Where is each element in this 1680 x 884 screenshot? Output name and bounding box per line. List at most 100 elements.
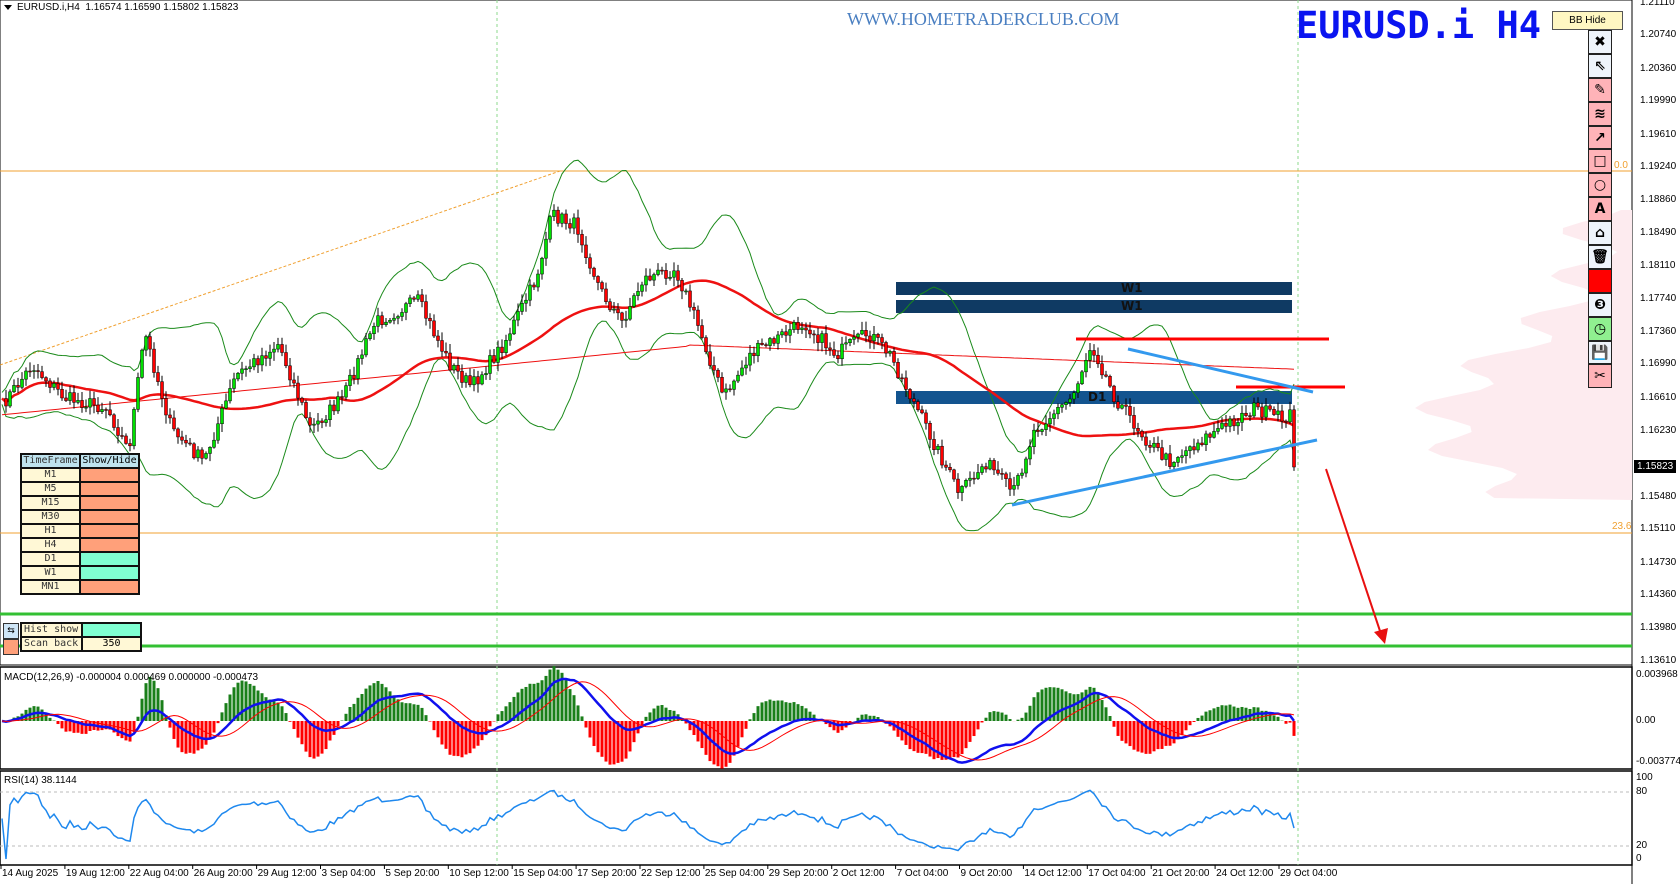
macd-histogram-bar (84, 721, 88, 734)
rsi-panel (0, 770, 1633, 866)
scan-back-input[interactable]: 350 (81, 636, 142, 652)
price-axis-label: 1.13980 (1640, 622, 1677, 634)
scan-settings-table: Hist show Scan back 350 (20, 622, 142, 652)
cursor-tool-button[interactable]: ⇖ (1588, 53, 1612, 78)
bearish-candle (1100, 363, 1104, 376)
bullish-candle (536, 273, 540, 288)
timeframe-toggle-w1[interactable] (79, 565, 140, 581)
forecast-arrow (1325, 468, 1382, 635)
pencil-tool-button[interactable]: ✎ (1588, 77, 1612, 102)
bb-hide-button[interactable]: BB Hide (1552, 11, 1623, 30)
bullish-candle (628, 306, 632, 320)
bullish-candle (1152, 442, 1156, 448)
bearish-candle (584, 244, 588, 259)
dropdown-triangle-icon[interactable] (4, 4, 12, 10)
bullish-candle (384, 321, 388, 325)
bearish-candle (600, 282, 604, 290)
timeframe-table: TimeFrame Show/Hide M1 M5 M15 M30 H1 H4 D1 W1 MN1 (20, 453, 140, 595)
rsi-label: RSI(14) 38.1144 (4, 775, 77, 786)
save-tool-button[interactable]: 💾 (1588, 340, 1612, 365)
circle-tool-button[interactable]: ○ (1588, 173, 1612, 198)
bullish-candle (1032, 429, 1036, 448)
trash-tool-button[interactable]: 🗑 (1588, 245, 1612, 269)
macd-histogram-bar (920, 721, 924, 754)
timeframe-toggle-h1[interactable] (79, 523, 140, 539)
label-tool-button[interactable]: ⌂ (1588, 221, 1612, 246)
macd-histogram-bar (1232, 706, 1236, 721)
wave-lines-icon: ≋ (1594, 105, 1606, 122)
macd-histogram-bar (672, 710, 676, 721)
macd-histogram-bar (236, 682, 240, 721)
macd-histogram-bar (1044, 687, 1048, 721)
bearish-candle (620, 312, 624, 321)
macd-histogram-bar (396, 699, 400, 721)
bearish-candle (428, 317, 432, 322)
color-swatch-tool-button[interactable] (1588, 268, 1612, 293)
wave-lines-tool-button[interactable]: ≋ (1588, 101, 1612, 126)
bollinger-upper (1, 159, 1295, 454)
bullish-candle (792, 322, 796, 330)
macd-histogram-bar (1112, 721, 1116, 727)
bullish-candle (248, 366, 252, 369)
rectangle-tool-button[interactable]: □ (1588, 149, 1612, 174)
bearish-candle (564, 213, 568, 224)
table-header: Show/Hide (79, 453, 140, 469)
timeframe-toggle-mn1[interactable] (79, 579, 140, 595)
bearish-candle (588, 257, 592, 269)
timeframe-toggle-m15[interactable] (79, 495, 140, 511)
price-axis-label: 1.17360 (1640, 325, 1677, 337)
bearish-candle (1136, 428, 1140, 432)
macd-histogram-bar (48, 717, 52, 721)
bearish-candle (1224, 422, 1228, 427)
timeframe-toggle-d1[interactable] (79, 551, 140, 567)
bullish-candle (408, 297, 412, 304)
bullish-candle (632, 295, 636, 307)
macd-histogram-bar (1240, 706, 1244, 721)
swap-icon[interactable]: ⇆ (3, 623, 19, 639)
bullish-candle (1184, 450, 1188, 457)
clock-tool-button[interactable]: ◷ (1588, 316, 1612, 341)
timeframe-toggle-m1[interactable] (79, 467, 140, 483)
table-row: MN1 (20, 579, 140, 595)
timeframe-toggle-h4[interactable] (79, 537, 140, 553)
color-box-icon[interactable] (3, 639, 19, 655)
hist-show-toggle[interactable] (81, 622, 142, 638)
macd-histogram-bar (664, 707, 668, 721)
bearish-candle (692, 306, 696, 311)
fib-level-23-6: 23.6 (1612, 521, 1632, 532)
time-axis-label: 26 Aug 20:00 (193, 868, 253, 879)
bullish-candle (756, 342, 760, 357)
bullish-candle (244, 368, 248, 370)
close-tool-button[interactable]: ✖ (1588, 30, 1612, 54)
bearish-candle (676, 270, 680, 281)
timeframe-toggle-m30[interactable] (79, 509, 140, 525)
bullish-candle (208, 446, 212, 454)
number-three-tool-button[interactable]: ❸ (1588, 292, 1612, 317)
timeframe-toggle-m5[interactable] (79, 481, 140, 497)
bullish-candle (312, 423, 316, 426)
bearish-candle (1140, 430, 1144, 438)
bullish-candle (1188, 446, 1192, 451)
macd-histogram-bar (1076, 694, 1080, 721)
bearish-candle (36, 370, 40, 372)
bearish-candle (532, 284, 536, 288)
scissors-tool-button[interactable]: ✂ (1588, 364, 1612, 389)
macd-histogram-bar (380, 683, 384, 721)
macd-histogram-bar (516, 692, 520, 721)
bearish-candle (180, 436, 184, 441)
bearish-candle (1232, 418, 1236, 427)
bullish-candle (84, 406, 88, 409)
bullish-candle (512, 319, 516, 335)
bearish-candle (1000, 473, 1004, 475)
arrow-tool-button[interactable]: ↗ (1588, 125, 1612, 150)
text-tool-button[interactable]: A (1588, 197, 1612, 222)
macd-histogram-bar (752, 713, 756, 721)
bullish-candle (636, 291, 640, 296)
bearish-candle (332, 404, 336, 412)
bearish-candle (1144, 436, 1148, 446)
macd-histogram-bar (1140, 721, 1144, 753)
macd-histogram-bar (1040, 689, 1044, 721)
bullish-candle (260, 355, 264, 366)
bearish-candle (1108, 376, 1112, 387)
